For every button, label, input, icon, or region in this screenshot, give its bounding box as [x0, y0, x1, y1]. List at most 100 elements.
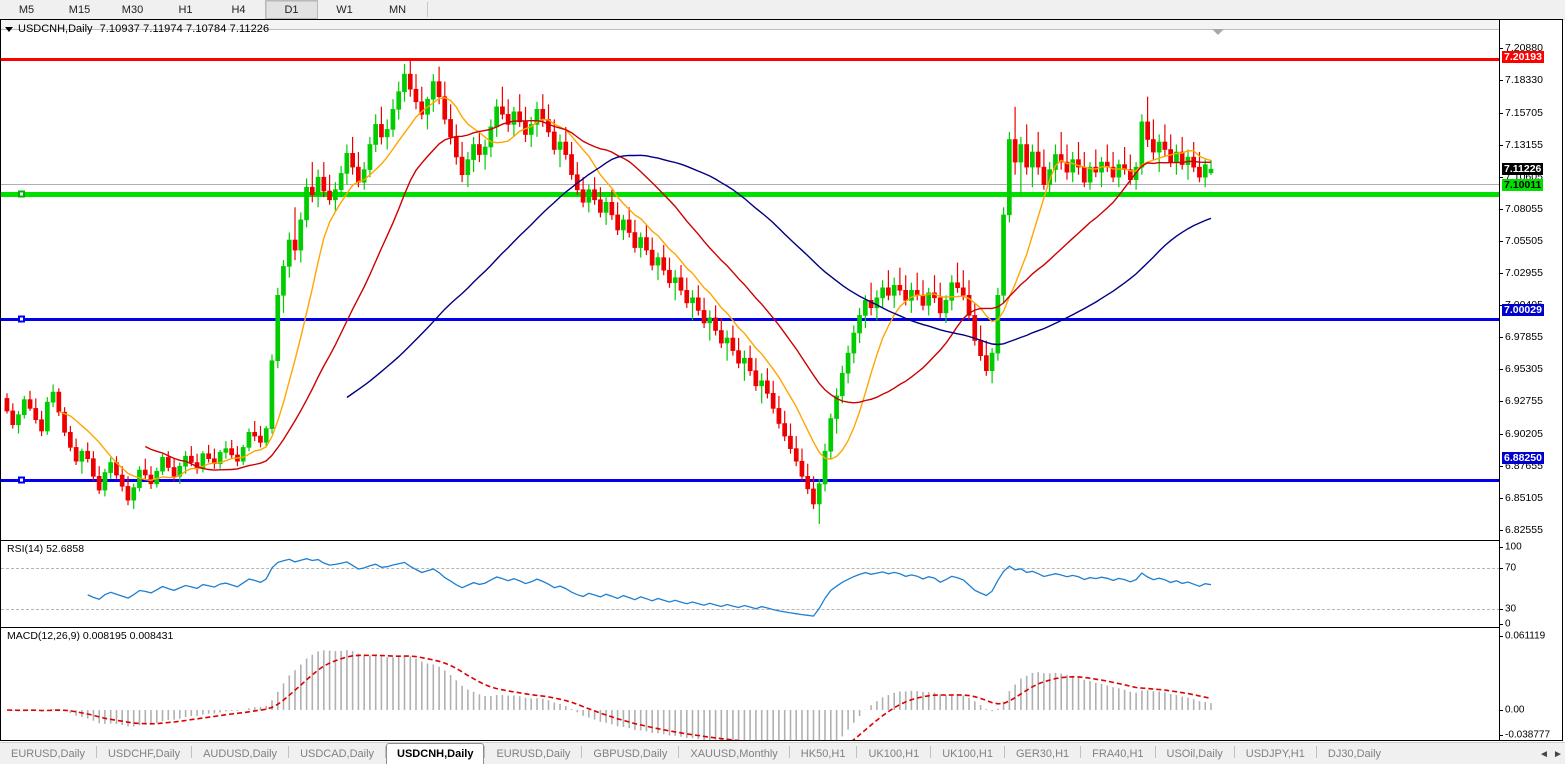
candle-body	[1041, 166, 1047, 186]
chart-tab-xauusd-monthly[interactable]: XAUUSD,Monthly	[690, 748, 778, 760]
candle-body	[857, 315, 862, 334]
candle-body	[1053, 154, 1058, 170]
candle-body	[845, 352, 851, 374]
candle-body	[396, 91, 402, 110]
chart-tab-eurusd-daily[interactable]: EURUSD,Daily	[11, 748, 85, 760]
candle-body	[44, 401, 50, 432]
candle-body	[367, 144, 373, 170]
candle-body	[1064, 161, 1070, 173]
chart-tab-usdjpy-h1[interactable]: USDJPY,H1	[1245, 748, 1305, 760]
candle-body	[384, 129, 390, 138]
timeframe-button-m30[interactable]: M30	[106, 0, 159, 19]
candle-body	[667, 269, 672, 284]
candle-body	[1081, 166, 1087, 183]
candle-body	[701, 310, 707, 324]
candle-body	[793, 448, 799, 462]
candle-body	[1208, 168, 1214, 174]
candle-body	[816, 483, 822, 505]
timeframe-button-d1[interactable]: D1	[265, 0, 318, 19]
candle-body	[275, 294, 281, 361]
chart-tab-dj30-daily[interactable]: DJ30,Daily	[1327, 748, 1382, 760]
candle-body	[615, 214, 620, 231]
chart-tab-ger30-h1[interactable]: GER30,H1	[1015, 748, 1070, 760]
price-axis-label: 6.90205	[1505, 427, 1543, 440]
candle-body	[1145, 121, 1150, 140]
level-anchor-green[interactable]	[18, 190, 25, 198]
candle-body	[125, 486, 131, 501]
chart-tab-usdcad-daily[interactable]: USDCAD,Daily	[300, 748, 375, 760]
timeframe-button-h1[interactable]: H1	[159, 0, 212, 19]
candle-body	[920, 294, 926, 306]
level-anchor-blue-1[interactable]	[18, 315, 25, 323]
chart-tab-eurusd-daily[interactable]: EURUSD,Daily	[496, 748, 571, 760]
chart-tab-uk100-h1[interactable]: UK100,H1	[942, 748, 993, 760]
tab-nav-next-icon[interactable]: ►	[1553, 749, 1563, 760]
price-axis-label: 7.05505	[1505, 235, 1543, 248]
chart-tab-fra40-h1[interactable]: FRA40,H1	[1092, 748, 1144, 760]
candle-body	[379, 124, 384, 138]
chart-tab-usoil-daily[interactable]: USOil,Daily	[1166, 748, 1223, 760]
price-axis[interactable]: 7.20880 7.18330 7.15705 7.13155 7.10605 7.080…	[1499, 20, 1562, 741]
price-axis-label: 6.85105	[1505, 491, 1543, 504]
candle-body	[788, 435, 793, 450]
macd-pane-separator	[1, 627, 1500, 628]
candle-body	[50, 391, 56, 403]
candle-body	[62, 411, 67, 433]
level-line-resistance-red[interactable]	[1, 58, 1500, 61]
level-anchor-blue-2[interactable]	[18, 476, 25, 484]
candle-body	[494, 106, 500, 128]
candle-body	[315, 176, 321, 196]
chart-tab-gbpusd-daily[interactable]: GBPUSD,Daily	[593, 748, 668, 760]
candle-body	[171, 467, 177, 477]
candle-body	[500, 106, 505, 115]
price-axis-tick	[1500, 177, 1503, 179]
chart-tab-uk100-h1[interactable]: UK100,H1	[868, 748, 920, 760]
candle-body	[989, 352, 995, 372]
candle-body	[839, 372, 845, 397]
rsi-axis-label: 30	[1505, 603, 1517, 615]
chart-top-scrollbar[interactable]	[1, 20, 1500, 30]
candle-body	[1202, 164, 1208, 178]
candle-body	[955, 282, 960, 289]
timeframe-button-m15[interactable]: M15	[53, 0, 106, 19]
chart-symbol-label: USDCNH,Daily	[18, 23, 93, 35]
price-axis-label: 6.92755	[1505, 395, 1543, 408]
candle-body	[344, 153, 350, 174]
chart-tab-hk50-h1[interactable]: HK50,H1	[800, 748, 846, 760]
level-line-support-green[interactable]	[1, 192, 1500, 197]
macd-signal-line	[6, 654, 1212, 740]
timeframe-button-mn[interactable]: MN	[371, 0, 424, 19]
candle-body	[943, 299, 949, 314]
chart-dropdown-icon[interactable]	[5, 26, 13, 32]
chart-tab-usdchf-daily[interactable]: USDCHF,Daily	[107, 748, 181, 760]
candle-body	[811, 488, 816, 505]
timeframe-button-m5[interactable]: M5	[0, 0, 53, 19]
candle-body	[1058, 154, 1064, 163]
chart-ohlc-values: 7.10937 7.11974 7.10784 7.11226	[99, 23, 270, 35]
candle-body	[102, 472, 108, 491]
candle-body	[269, 360, 275, 429]
level-line-support-blue-1[interactable]	[1, 318, 1500, 321]
chart-tab-audusd-daily[interactable]: AUDUSD,Daily	[203, 748, 278, 760]
candle-body	[56, 391, 62, 413]
rsi-axis-tick	[1500, 568, 1503, 569]
chart-plot-area[interactable]: USDCNH,Daily 7.10937 7.11974 7.10784 7.1…	[1, 20, 1500, 740]
price-axis-tick	[1500, 80, 1503, 81]
timeframe-button-h4[interactable]: H4	[212, 0, 265, 19]
chart-tab-usdcnh-daily[interactable]: USDCNH,Daily	[386, 743, 485, 764]
candle-body	[603, 202, 609, 213]
level-line-support-blue-2[interactable]	[1, 479, 1500, 482]
price-tag-7.20193: 7.20193	[1502, 50, 1544, 63]
tab-nav-prev-icon[interactable]: ◄	[1539, 749, 1549, 760]
price-axis-tick	[1500, 241, 1503, 243]
rsi-axis-label: 70	[1505, 562, 1517, 574]
candle-body	[690, 297, 695, 304]
candle-body	[1179, 151, 1185, 165]
macd-axis-label: 0.061119	[1505, 630, 1546, 642]
macd-axis-tick	[1500, 735, 1503, 736]
timeframe-button-w1[interactable]: W1	[318, 0, 371, 19]
candle-body	[805, 475, 811, 490]
candle-body	[281, 266, 286, 296]
candle-body	[292, 239, 298, 251]
candle-body	[471, 144, 476, 160]
